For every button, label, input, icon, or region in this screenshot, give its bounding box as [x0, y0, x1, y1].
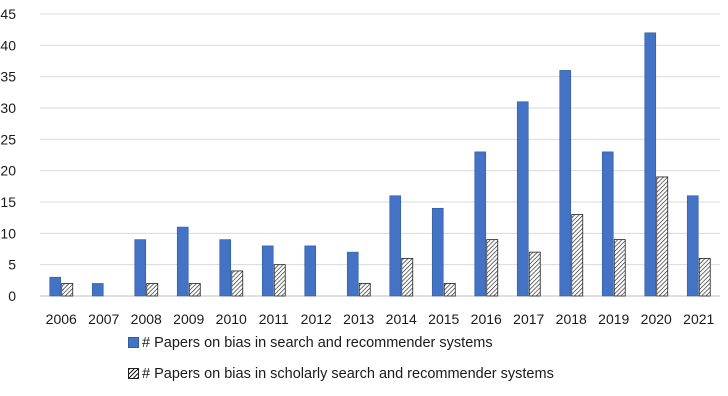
bar-scholarly — [401, 257, 414, 297]
gridlines — [40, 13, 720, 297]
x-tick-label: 2015 — [428, 311, 459, 327]
bar-search — [219, 239, 232, 297]
bar-chart: 0 5 10 15 20 25 30 35 40 45 2006 2007 2008 2009 2010 2… — [0, 6, 720, 382]
x-tick-label: 2011 — [259, 311, 289, 327]
bar-scholarly — [613, 239, 626, 297]
x-tick-label: 2008 — [131, 311, 162, 327]
y-tick-label: 20 — [0, 163, 16, 179]
x-tick-label: 2018 — [556, 311, 587, 327]
y-tick-label: 35 — [0, 69, 16, 85]
x-tick-label: 2006 — [46, 311, 77, 327]
y-tick-label: 10 — [0, 225, 16, 241]
bar-scholarly — [443, 283, 456, 297]
bar-search — [91, 283, 104, 297]
x-tick-label: 2009 — [173, 311, 204, 327]
bar-search — [134, 239, 147, 297]
bar-scholarly — [188, 283, 201, 297]
legend-label: # Papers on bias in search and recommend… — [142, 334, 493, 351]
bar-search — [601, 151, 614, 297]
legend-label: # Papers on bias in scholarly search and… — [142, 365, 554, 382]
bar-scholarly — [61, 283, 74, 297]
bar-scholarly — [486, 239, 499, 297]
legend-swatch-solid — [128, 337, 139, 348]
bar-search — [304, 245, 317, 297]
bar-search — [516, 101, 529, 297]
y-tick-label: 30 — [0, 100, 16, 116]
legend-item-search: # Papers on bias in search and recommend… — [128, 334, 554, 351]
x-tick-label: 2021 — [683, 311, 714, 327]
bar-search — [686, 195, 699, 297]
x-tick-label: 2017 — [513, 311, 544, 327]
x-tick-label: 2010 — [216, 311, 247, 327]
bar-scholarly — [146, 283, 159, 297]
y-tick-label: 0 — [8, 288, 16, 304]
bar-search — [431, 207, 444, 297]
x-tick-label: 2012 — [301, 311, 332, 327]
y-tick-label: 15 — [0, 194, 16, 210]
bar-scholarly — [656, 176, 669, 297]
bar-search — [389, 195, 402, 297]
x-tick-label: 2014 — [386, 311, 417, 327]
bar-scholarly — [528, 251, 541, 297]
bar-scholarly — [231, 270, 244, 297]
x-tick-label: 2007 — [88, 311, 119, 327]
bar-scholarly — [698, 257, 711, 297]
x-tick-label: 2013 — [343, 311, 374, 327]
x-tick-label: 2016 — [471, 311, 502, 327]
bar-search — [49, 276, 62, 297]
legend-item-scholarly: # Papers on bias in scholarly search and… — [128, 365, 554, 382]
bars — [49, 32, 711, 297]
legend: # Papers on bias in search and recommend… — [128, 334, 554, 396]
y-tick-label: 40 — [0, 37, 16, 53]
bar-search — [176, 226, 189, 297]
y-tick-label: 5 — [8, 257, 16, 273]
legend-swatch-hatched — [128, 368, 139, 379]
bar-search — [261, 245, 274, 297]
bar-search — [644, 32, 657, 297]
bar-search — [346, 251, 359, 297]
x-tick-label: 2019 — [598, 311, 629, 327]
bar-search — [559, 70, 572, 297]
bar-scholarly — [358, 283, 371, 297]
bar-scholarly — [273, 264, 286, 297]
x-tick-label: 2020 — [641, 311, 672, 327]
x-axis-ticks: 2006 2007 2008 2009 2010 2011 2012 2013 2014 2015… — [46, 311, 715, 327]
y-tick-label: 45 — [0, 6, 16, 22]
y-axis-ticks: 0 5 10 15 20 25 30 35 40 45 — [0, 6, 16, 304]
y-tick-label: 25 — [0, 131, 16, 147]
bar-search — [474, 151, 487, 297]
bar-scholarly — [571, 214, 584, 297]
